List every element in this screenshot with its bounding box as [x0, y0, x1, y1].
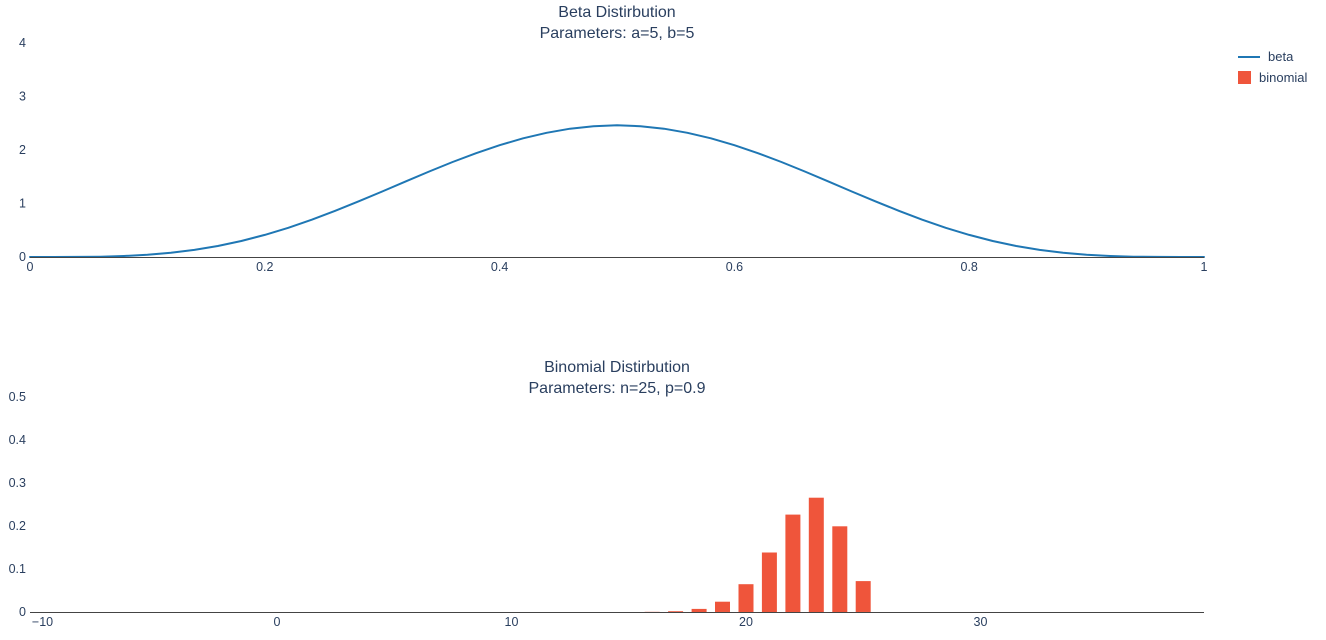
x-tick-label: −10 — [32, 615, 53, 629]
x-tick-label: 0.6 — [726, 260, 743, 274]
beta-pdf-line — [29, 124, 1205, 258]
y-tick-label: 0 — [19, 250, 26, 264]
chart-title-line1: Beta Distirbution — [558, 4, 676, 21]
x-tick-label: 0.8 — [961, 260, 978, 274]
beta-chart-title: Beta Distirbution Parameters: a=5, b=5 — [30, 2, 1204, 44]
legend-label-beta: beta — [1268, 49, 1294, 64]
legend-label-binomial: binomial — [1259, 70, 1308, 85]
y-tick-label: 0.2 — [9, 519, 26, 533]
y-tick-label: 1 — [19, 197, 26, 211]
binomial-bar — [738, 584, 754, 612]
chart-title-line1: Binomial Distirbution — [544, 359, 690, 376]
y-tick-label: 2 — [19, 143, 26, 157]
x-tick-label: 1 — [1201, 260, 1208, 274]
line-glyph-icon — [1238, 55, 1260, 58]
y-tick-label: 4 — [19, 36, 26, 50]
binomial-bar — [691, 608, 707, 612]
chart-title-line2: Parameters: a=5, b=5 — [539, 25, 695, 42]
binomial-bar — [832, 526, 848, 613]
x-tick-label: 0 — [274, 615, 281, 629]
binomial-bar — [785, 514, 801, 612]
binomial-bar — [855, 581, 871, 612]
y-tick-label: 0 — [19, 605, 26, 619]
binomial-bar — [668, 611, 684, 612]
binomial-bar — [761, 552, 777, 613]
y-tick-label: 0.4 — [9, 433, 26, 447]
x-tick-label: 0.2 — [256, 260, 273, 274]
x-tick-label: 30 — [974, 615, 988, 629]
y-tick-label: 3 — [19, 90, 26, 104]
x-tick-label: 20 — [739, 615, 753, 629]
x-tick-label: 0.4 — [491, 260, 508, 274]
binomial-chart-title: Binomial Distirbution Parameters: n=25, … — [30, 357, 1204, 399]
x-tick-label: 0 — [27, 260, 34, 274]
y-tick-label: 0.1 — [9, 562, 26, 576]
legend-item-beta[interactable]: beta — [1238, 49, 1307, 64]
binomial-bar — [715, 601, 730, 612]
binomial-bar — [808, 497, 824, 613]
y-tick-label: 0.3 — [9, 476, 26, 490]
legend-item-binomial[interactable]: binomial — [1238, 70, 1307, 85]
square-glyph-icon — [1238, 71, 1251, 84]
legend: beta binomial — [1238, 49, 1307, 85]
chart-title-line2: Parameters: n=25, p=0.9 — [528, 380, 706, 397]
y-tick-label: 0.5 — [9, 390, 26, 404]
x-tick-label: 10 — [505, 615, 519, 629]
